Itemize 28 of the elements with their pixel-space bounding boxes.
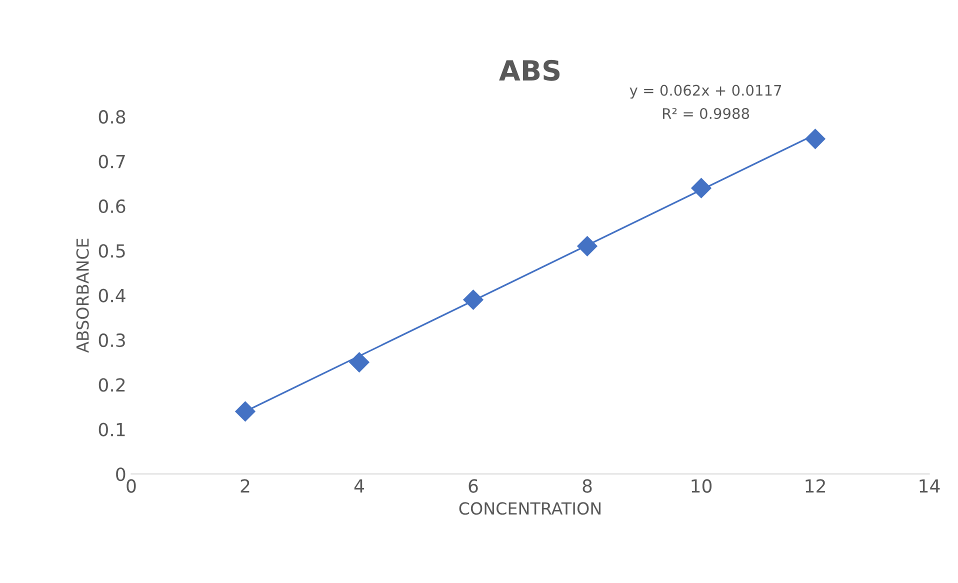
y-tick-label: 0.8 — [98, 110, 126, 124]
text: y = 0.062x + 0.0117 — [630, 84, 782, 99]
x-tick-label: 6 — [468, 479, 478, 493]
y-tick-label: 0.1 — [98, 422, 125, 436]
x-tick-label: 12 — [806, 479, 825, 493]
x-axis-title: CONCENTRATION — [459, 502, 600, 515]
x-tick-label: 10 — [692, 479, 712, 493]
annotation: R² = 0.9988 — [663, 108, 750, 120]
point — [462, 289, 484, 310]
point — [804, 128, 826, 150]
point — [576, 236, 598, 256]
y-tick-label: 0.4 — [98, 288, 126, 302]
x-tick-label: 8 — [582, 479, 592, 493]
point — [348, 352, 370, 373]
point — [690, 178, 712, 198]
y-axis-title: ABSORBANCE — [76, 238, 89, 353]
point — [234, 401, 256, 422]
chart-title: ABS — [499, 60, 560, 81]
x-tick-label: 0 — [126, 479, 136, 493]
y-tick-label: 0.3 — [98, 333, 125, 348]
y-tick-label: 0.6 — [98, 199, 126, 214]
x-tick-label: 2 — [240, 479, 250, 493]
x-tick-label: 14 — [920, 479, 940, 493]
y-tick-label: 0 — [116, 467, 126, 482]
y-tick-label: 0.2 — [98, 378, 125, 392]
x-tick-label: 4 — [354, 479, 364, 493]
y-tick-label: 0.7 — [98, 154, 125, 168]
y-tick-label: 0.5 — [98, 244, 125, 258]
